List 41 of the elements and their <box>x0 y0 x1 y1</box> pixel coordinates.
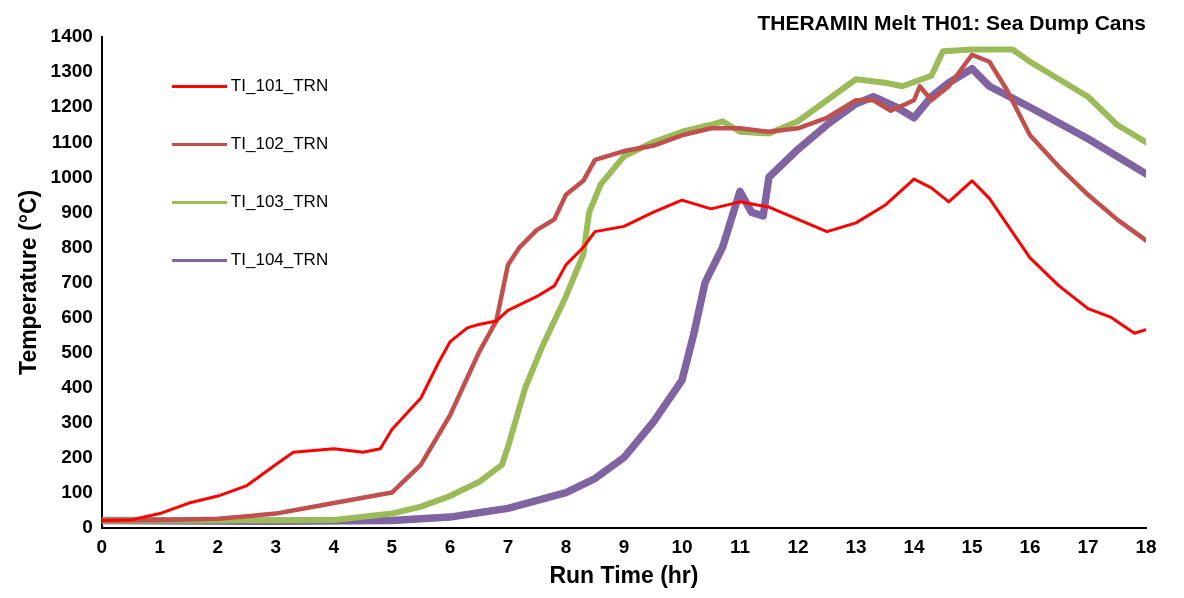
y-tick-label: 0 <box>82 515 93 537</box>
x-tick-label: 0 <box>96 536 108 558</box>
x-tick-label: 13 <box>845 536 867 558</box>
legend-label: TI_103_TRN <box>230 192 329 213</box>
x-tick-label: 3 <box>270 536 282 558</box>
x-tick-label: 8 <box>560 536 572 558</box>
y-tick-label: 800 <box>61 235 93 257</box>
chart-title: THERAMIN Melt TH01: Sea Dump Cans <box>757 11 1146 35</box>
y-tick-label: 500 <box>61 340 93 362</box>
y-axis-title: Temperature (°C) <box>15 189 42 375</box>
x-tick-label: 17 <box>1077 536 1099 558</box>
x-tick-label: 9 <box>618 536 630 558</box>
y-tick-label: 1400 <box>50 25 93 47</box>
y-tick-label: 300 <box>61 410 93 432</box>
x-tick-label: 1 <box>154 536 166 558</box>
x-axis-title: Run Time (hr) <box>549 561 699 588</box>
x-tick-label: 6 <box>444 536 456 558</box>
x-tick-label: 2 <box>212 536 224 558</box>
legend-label: TI_102_TRN <box>230 134 329 155</box>
y-tick-label: 1300 <box>50 60 93 82</box>
y-tick-label: 900 <box>61 200 93 222</box>
y-tick-label: 600 <box>61 305 93 327</box>
x-tick-label: 12 <box>787 536 809 558</box>
y-tick-label: 200 <box>61 445 93 467</box>
x-tick-label: 4 <box>328 536 340 558</box>
y-tick-label: 1200 <box>50 95 93 117</box>
x-tick-label: 7 <box>502 536 514 558</box>
x-tick-label: 14 <box>903 536 925 558</box>
y-tick-label: 1000 <box>50 165 93 187</box>
x-tick-label: 18 <box>1135 536 1157 558</box>
x-tick-label: 15 <box>961 536 983 558</box>
x-tick-label: 10 <box>671 536 693 558</box>
x-tick-label: 16 <box>1019 536 1041 558</box>
y-tick-label: 400 <box>61 375 93 397</box>
legend-label: TI_104_TRN <box>230 250 329 271</box>
x-tick-label: 5 <box>386 536 398 558</box>
legend-label: TI_101_TRN <box>230 76 329 97</box>
y-tick-label: 700 <box>61 270 93 292</box>
y-tick-label: 1100 <box>51 130 93 152</box>
y-tick-label: 100 <box>61 480 93 502</box>
x-tick-label: 11 <box>729 536 751 558</box>
